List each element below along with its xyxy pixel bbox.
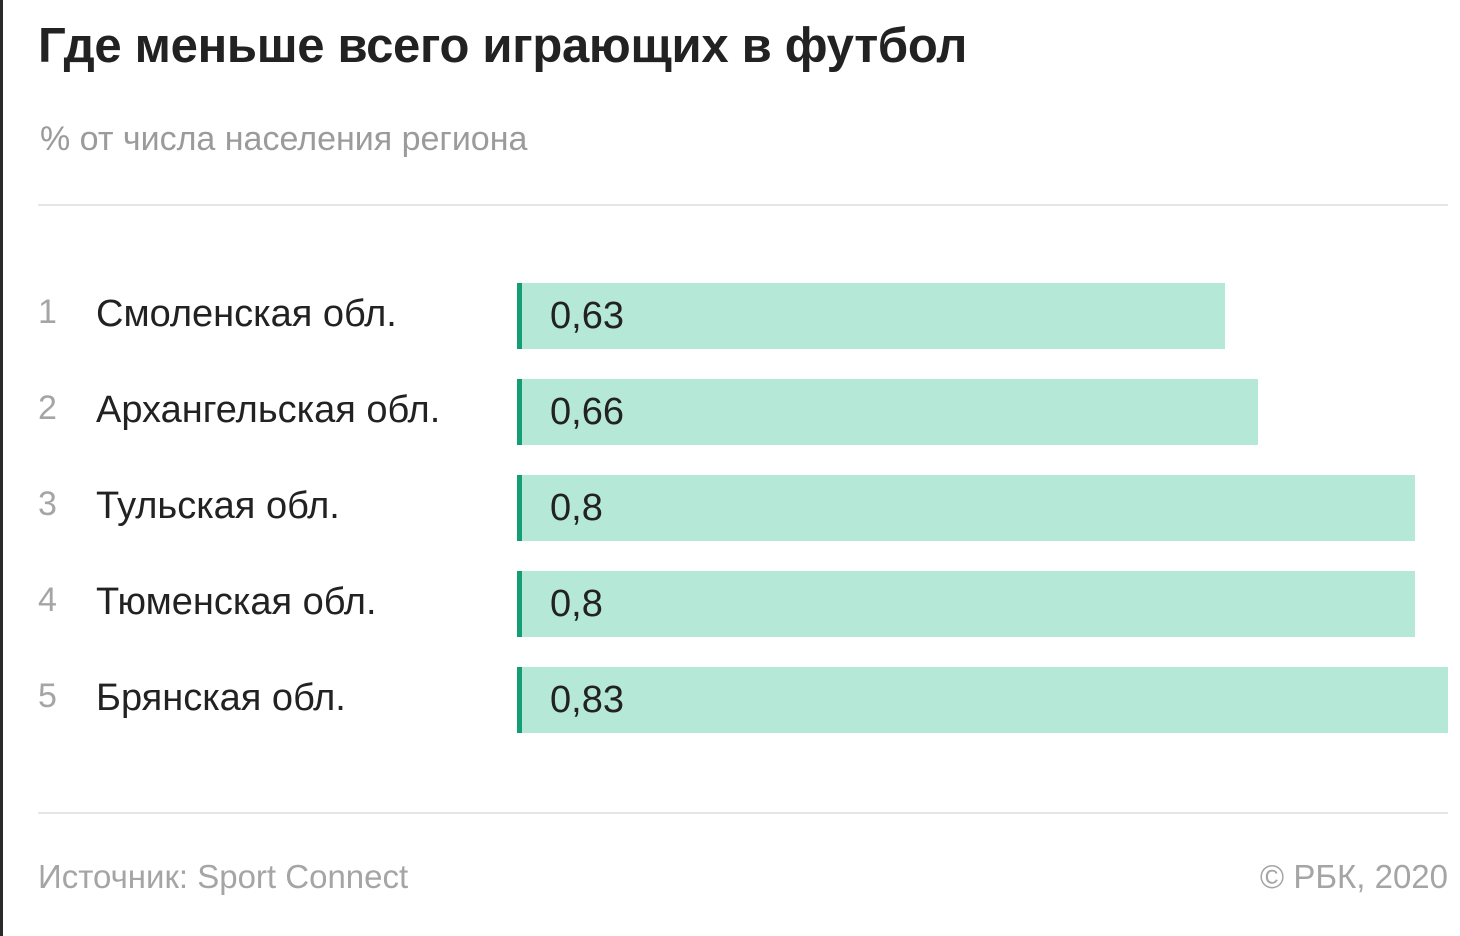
source-note: Источник: Sport Connect [38,858,409,895]
chart-row: 1 Смоленская обл. 0,63 [0,283,1460,349]
bar [522,667,1448,733]
chart-row: 4 Тюменская обл. 0,8 [0,571,1460,637]
top-divider [38,204,1448,206]
category-label: Архангельская обл. [96,389,441,431]
chart-row: 5 Брянская обл. 0,83 [0,667,1460,733]
bar-accent [517,571,522,637]
bar-accent [517,667,522,733]
bottom-divider [38,812,1448,814]
rank-label: 4 [38,581,57,619]
copyright-note: © РБК, 2020 [1259,858,1448,895]
rank-label: 1 [38,293,57,331]
bar [522,283,1225,349]
bar [522,475,1415,541]
bar-accent [517,283,522,349]
data-label: 0,83 [550,679,624,721]
bar [522,571,1415,637]
bar [522,379,1258,445]
chart-row: 3 Тульская обл. 0,8 [0,475,1460,541]
data-label: 0,8 [550,487,603,529]
left-border [0,0,3,936]
category-label: Смоленская обл. [96,293,397,335]
bar-accent [517,475,522,541]
data-label: 0,63 [550,295,624,337]
rank-label: 2 [38,389,57,427]
rank-label: 3 [38,485,57,523]
chart-subtitle: % от числа населения региона [40,120,528,158]
data-label: 0,66 [550,391,624,433]
category-label: Брянская обл. [96,677,346,719]
rank-label: 5 [38,677,57,715]
bar-accent [517,379,522,445]
chart-title: Где меньше всего играющих в футбол [38,19,968,73]
data-label: 0,8 [550,583,603,625]
chart-row: 2 Архангельская обл. 0,66 [0,379,1460,445]
category-label: Тюменская обл. [96,581,377,623]
category-label: Тульская обл. [96,485,340,527]
